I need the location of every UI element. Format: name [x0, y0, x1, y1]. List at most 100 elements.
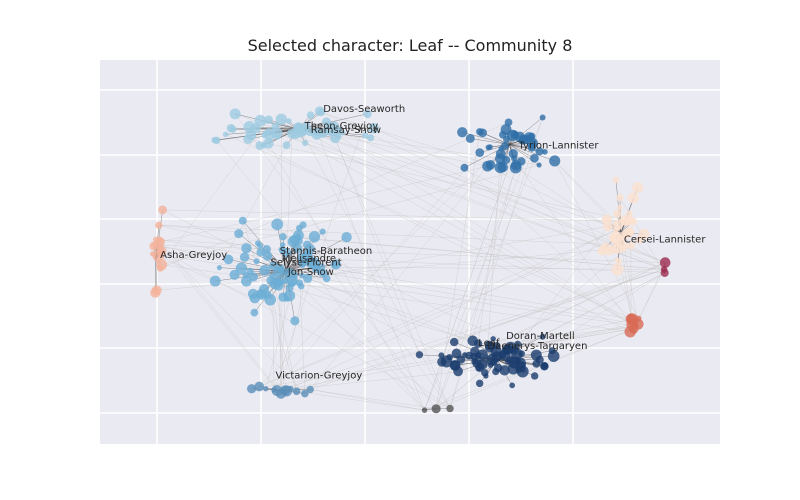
edge-inter — [635, 262, 666, 326]
edge-inter — [278, 272, 282, 394]
edge-inter — [234, 113, 451, 409]
node — [238, 216, 247, 225]
node — [253, 258, 260, 265]
node — [259, 264, 271, 276]
edge-inter — [275, 126, 633, 325]
node — [297, 282, 305, 290]
edge-inter — [161, 119, 269, 265]
node — [229, 125, 237, 133]
node — [319, 228, 326, 235]
node — [156, 264, 164, 272]
node — [282, 141, 291, 150]
node — [507, 362, 520, 375]
node — [242, 271, 250, 279]
node — [474, 362, 485, 372]
edge-inter — [310, 389, 425, 411]
node — [243, 121, 256, 133]
node — [616, 238, 627, 249]
node — [256, 248, 265, 257]
node — [317, 108, 325, 117]
node — [549, 155, 561, 167]
node — [229, 108, 241, 120]
node-label-10: Doran-Martell — [506, 331, 575, 342]
node — [331, 261, 339, 269]
node-label-3: Tyrion-Lannister — [518, 140, 600, 151]
node — [292, 244, 303, 254]
node — [475, 148, 485, 157]
edge-inter — [424, 153, 514, 411]
community-c-skyblue — [209, 216, 352, 326]
edge-inter — [259, 145, 631, 332]
edge-inter — [424, 328, 634, 411]
node — [241, 243, 252, 254]
node — [301, 252, 314, 265]
node — [485, 160, 496, 170]
node — [209, 275, 221, 287]
node — [256, 289, 267, 300]
node-label-13: Victarion-Greyjoy — [275, 371, 362, 382]
node — [156, 246, 167, 256]
node — [306, 385, 314, 394]
node — [254, 381, 265, 392]
edge-inter — [158, 255, 255, 299]
node — [273, 279, 284, 291]
node — [156, 236, 163, 244]
node — [635, 235, 644, 245]
node — [492, 368, 500, 376]
node — [512, 131, 520, 139]
node — [263, 128, 276, 141]
edge-inter — [321, 112, 491, 166]
edge-inter — [435, 167, 516, 409]
node — [632, 181, 644, 194]
node — [335, 133, 342, 140]
edge-inter — [161, 164, 540, 265]
node — [246, 267, 254, 275]
edge-inter — [276, 132, 665, 270]
node — [621, 216, 632, 227]
node — [616, 193, 624, 202]
node — [235, 262, 248, 274]
edge-inter — [449, 117, 543, 409]
node-label-1: Theon-Greyjoy — [304, 121, 379, 132]
inter-community-edges — [152, 110, 666, 411]
node — [616, 204, 623, 211]
edge-inter — [299, 227, 437, 409]
node — [465, 133, 475, 143]
node — [628, 217, 638, 226]
edge-inter — [156, 248, 617, 291]
node-label-12: Daenerys-Targaryen — [488, 341, 588, 352]
node — [274, 132, 281, 140]
edge-inter — [310, 389, 437, 410]
edge-inter — [515, 167, 609, 227]
edge-inter — [317, 131, 425, 411]
node — [222, 131, 229, 138]
node — [503, 135, 511, 143]
node — [279, 232, 287, 241]
edge-inter — [436, 328, 634, 410]
edge-inter — [259, 135, 513, 387]
node — [326, 125, 338, 137]
node — [613, 209, 622, 219]
node — [475, 379, 484, 388]
edge-inter — [487, 165, 616, 231]
node — [275, 113, 288, 126]
node — [321, 117, 332, 127]
node — [287, 128, 297, 139]
edge-inter — [334, 138, 420, 355]
node — [292, 387, 301, 396]
node — [247, 288, 259, 300]
node — [486, 353, 499, 366]
node — [262, 251, 273, 261]
node — [532, 359, 541, 368]
edge-inter — [623, 247, 639, 325]
node — [618, 231, 628, 241]
node — [449, 360, 460, 371]
edge-inter — [259, 238, 617, 387]
node — [431, 404, 441, 414]
edge-intra — [509, 144, 555, 162]
node — [539, 333, 546, 340]
edge-inter — [280, 133, 293, 394]
edge-inter — [296, 391, 425, 411]
edge-intra — [225, 128, 299, 135]
node-label-8: Selyse-Florent — [271, 257, 342, 268]
